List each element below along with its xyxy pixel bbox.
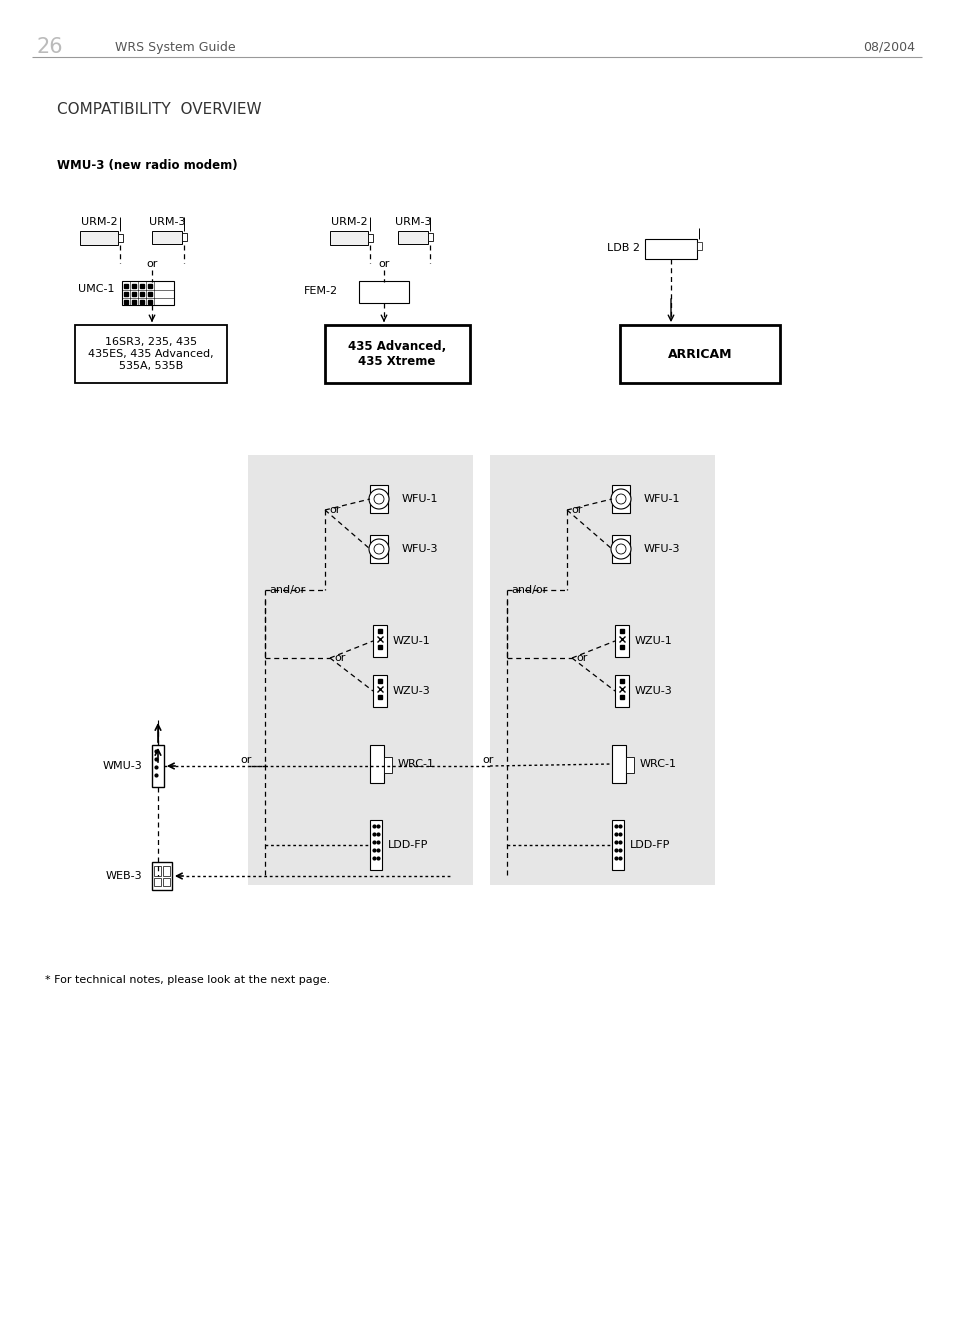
Text: URM-2: URM-2 bbox=[81, 217, 117, 228]
Text: WFU-3: WFU-3 bbox=[643, 544, 679, 554]
Bar bbox=[370, 485, 388, 513]
Text: WRC-1: WRC-1 bbox=[639, 759, 677, 769]
Bar bbox=[373, 675, 387, 707]
Bar bbox=[370, 819, 381, 870]
Text: and/or: and/or bbox=[269, 585, 305, 595]
Circle shape bbox=[374, 494, 384, 503]
Bar bbox=[75, 325, 227, 383]
Text: URM-3: URM-3 bbox=[395, 217, 431, 228]
Text: WEB-3: WEB-3 bbox=[105, 870, 142, 881]
Text: and/or: and/or bbox=[511, 585, 547, 595]
Text: URM-2: URM-2 bbox=[331, 217, 367, 228]
Circle shape bbox=[610, 540, 630, 558]
Bar bbox=[615, 675, 628, 707]
Text: * For technical notes, please look at the next page.: * For technical notes, please look at th… bbox=[45, 975, 330, 986]
Text: URM-3: URM-3 bbox=[149, 217, 185, 228]
Circle shape bbox=[616, 494, 625, 503]
Bar bbox=[325, 325, 470, 383]
Text: 08/2004: 08/2004 bbox=[862, 40, 914, 54]
Text: COMPATIBILITY  OVERVIEW: COMPATIBILITY OVERVIEW bbox=[57, 103, 261, 118]
Text: WRC-1: WRC-1 bbox=[397, 759, 435, 769]
Bar bbox=[330, 232, 368, 245]
Bar bbox=[163, 878, 170, 886]
Bar bbox=[428, 233, 433, 241]
Bar bbox=[368, 234, 373, 242]
Circle shape bbox=[369, 540, 389, 558]
Bar bbox=[122, 281, 173, 305]
Bar bbox=[697, 242, 701, 250]
Text: WFU-1: WFU-1 bbox=[401, 494, 438, 503]
Bar bbox=[612, 536, 629, 562]
Bar bbox=[384, 757, 392, 773]
Text: or: or bbox=[240, 755, 251, 765]
Text: or: or bbox=[329, 505, 340, 516]
Bar bbox=[118, 234, 123, 242]
Bar bbox=[153, 878, 161, 886]
Text: 26: 26 bbox=[37, 37, 64, 58]
Text: WZU-3: WZU-3 bbox=[635, 686, 672, 696]
Text: or: or bbox=[334, 653, 345, 663]
Bar bbox=[358, 281, 409, 303]
Text: or: or bbox=[576, 653, 587, 663]
Text: WRS System Guide: WRS System Guide bbox=[115, 40, 235, 54]
Bar bbox=[370, 536, 388, 562]
Bar bbox=[397, 232, 428, 244]
Text: or: or bbox=[378, 258, 389, 269]
Bar bbox=[490, 455, 714, 885]
Text: FEM-2: FEM-2 bbox=[304, 287, 337, 296]
Circle shape bbox=[369, 489, 389, 509]
Bar bbox=[152, 862, 172, 890]
Text: LDD-FP: LDD-FP bbox=[388, 840, 428, 850]
Text: WFU-1: WFU-1 bbox=[643, 494, 679, 503]
Text: ARRICAM: ARRICAM bbox=[667, 348, 732, 360]
Text: WMU-3 (new radio modem): WMU-3 (new radio modem) bbox=[57, 159, 237, 173]
Bar bbox=[80, 232, 118, 245]
Bar bbox=[152, 744, 164, 787]
Circle shape bbox=[616, 544, 625, 554]
Bar bbox=[612, 744, 625, 783]
Bar bbox=[182, 233, 187, 241]
Bar bbox=[373, 625, 387, 657]
Bar bbox=[153, 866, 161, 876]
Text: 16SR3, 235, 435
435ES, 435 Advanced,
535A, 535B: 16SR3, 235, 435 435ES, 435 Advanced, 535… bbox=[88, 337, 213, 371]
Text: 435 Advanced,
435 Xtreme: 435 Advanced, 435 Xtreme bbox=[348, 340, 446, 368]
Text: or: or bbox=[571, 505, 581, 516]
Bar bbox=[612, 819, 623, 870]
Bar bbox=[619, 325, 780, 383]
Bar bbox=[615, 625, 628, 657]
Text: WMU-3: WMU-3 bbox=[102, 761, 142, 771]
Bar bbox=[612, 485, 629, 513]
Bar bbox=[370, 744, 384, 783]
Bar bbox=[625, 757, 634, 773]
Text: WZU-1: WZU-1 bbox=[393, 636, 431, 645]
Text: WZU-3: WZU-3 bbox=[393, 686, 431, 696]
Circle shape bbox=[374, 544, 384, 554]
Text: LDB 2: LDB 2 bbox=[606, 242, 639, 253]
Text: WFU-3: WFU-3 bbox=[401, 544, 438, 554]
Bar bbox=[644, 238, 697, 258]
Text: LDD-FP: LDD-FP bbox=[629, 840, 670, 850]
Bar bbox=[248, 455, 473, 885]
Bar bbox=[152, 232, 182, 244]
Bar bbox=[163, 866, 170, 876]
Text: UMC-1: UMC-1 bbox=[78, 284, 115, 295]
Text: WZU-1: WZU-1 bbox=[635, 636, 672, 645]
Text: or: or bbox=[481, 755, 493, 765]
Circle shape bbox=[610, 489, 630, 509]
Text: or: or bbox=[146, 258, 157, 269]
